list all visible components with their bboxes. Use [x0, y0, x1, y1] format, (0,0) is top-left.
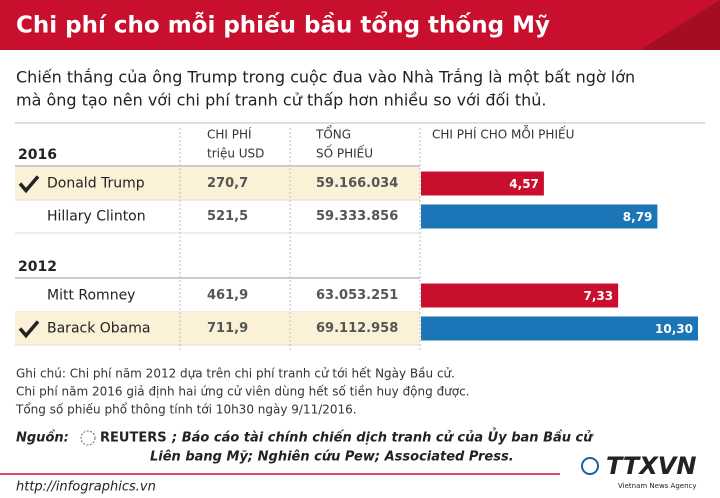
cost-value: 521,5	[207, 209, 248, 224]
header-bar	[0, 0, 720, 50]
value-label: 8,79	[623, 210, 653, 224]
votes-value: 63.053.251	[316, 288, 398, 303]
votes-value: 59.166.034	[316, 176, 398, 191]
bar	[421, 204, 658, 229]
bar	[421, 316, 698, 341]
votes-value: 69.112.958	[316, 321, 398, 336]
title: Chi phí cho mỗi phiếu bầu tổng thống Mỹ	[16, 11, 550, 39]
value-label: 4,57	[509, 177, 539, 191]
column-header: TỔNG	[315, 126, 351, 142]
source-text: Liên bang Mỹ; Nghiên cứu Pew; Associated…	[150, 450, 514, 465]
source-label: Nguồn:	[16, 431, 69, 446]
year-label: 2016	[18, 147, 57, 163]
reuters-icon	[80, 430, 96, 446]
value-label: 7,33	[584, 289, 614, 303]
cost-value: 461,9	[207, 288, 248, 303]
winner-check	[18, 320, 40, 339]
bar	[421, 171, 544, 196]
bar	[421, 283, 619, 308]
row-highlight	[15, 312, 420, 345]
footer-url: http://infographics.vn	[16, 480, 156, 495]
year-label: 2012	[18, 259, 57, 275]
candidate-name: Barack Obama	[47, 321, 150, 337]
cost-value: 711,9	[207, 321, 248, 336]
row-highlight	[15, 167, 420, 200]
source-text: ; Báo cáo tài chính chiến dịch tranh cử …	[171, 429, 594, 446]
votes-value: 59.333.856	[316, 209, 398, 224]
value-label: 10,30	[655, 322, 693, 336]
header-accent	[640, 0, 720, 50]
note: Ghi chú: Chi phí năm 2012 dựa trên chi p…	[16, 367, 455, 381]
logo-emblem	[581, 457, 599, 475]
column-header: CHI PHÍ	[207, 127, 252, 142]
candidate-name: Mitt Romney	[47, 288, 135, 304]
note: Chi phí năm 2016 giả định hai ứng cử viê…	[16, 385, 470, 399]
candidate-name: Hillary Clinton	[47, 209, 146, 225]
column-header: SỐ PHIẾU	[316, 145, 373, 161]
candidate-name: Donald Trump	[47, 176, 145, 192]
intro-line: mà ông tạo nên với chi phí tranh cử thấp…	[16, 91, 546, 110]
winner-check	[18, 175, 40, 194]
intro-line: Chiến thắng của ông Trump trong cuộc đua…	[16, 68, 635, 87]
column-header: CHI PHÍ CHO MỖI PHIẾU	[432, 125, 574, 142]
logo: TTXVN	[606, 452, 696, 480]
column-header: triệu USD	[207, 147, 264, 161]
table-body: 2016 Donald Trump 270,7 59.166.034 4,57 Hilla…	[15, 147, 698, 346]
note: Tổng số phiếu phổ thông tính tới 10h30 n…	[15, 403, 357, 417]
cost-value: 270,7	[207, 176, 248, 191]
logo-subtitle: Vietnam News Agency	[618, 482, 697, 490]
source-agency: REUTERS	[100, 431, 167, 446]
